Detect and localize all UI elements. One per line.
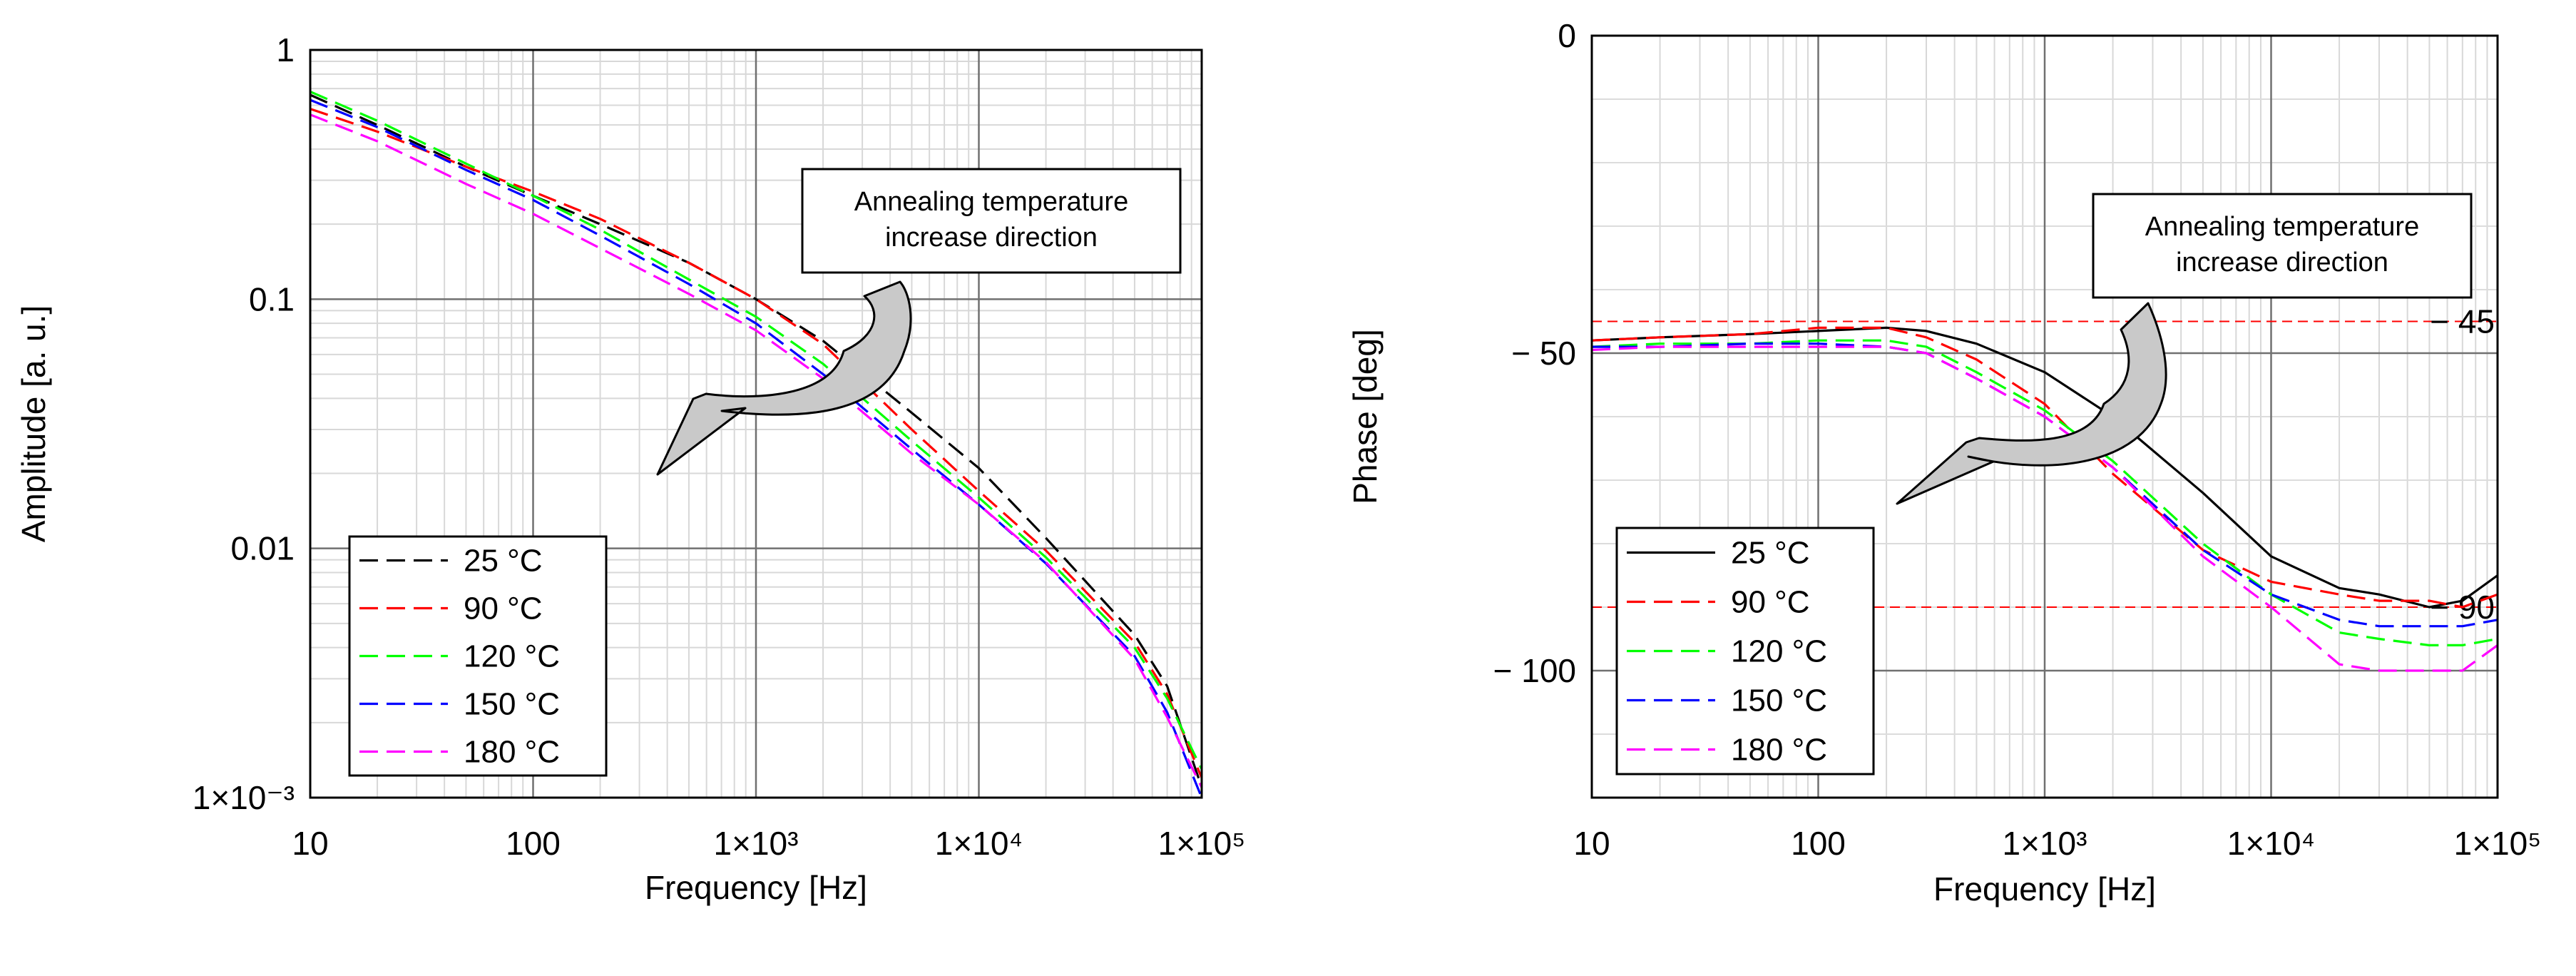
y-tick-label: 0.01 bbox=[230, 530, 295, 567]
annotation-line-1: Annealing temperature bbox=[854, 187, 1128, 217]
x-tick-label: 1×10⁴ bbox=[2227, 825, 2315, 862]
y-axis-label: Amplitude [a. u.] bbox=[15, 305, 52, 542]
legend: 25 °C 90 °C 120 °C 150 °C 180 °C bbox=[348, 535, 608, 777]
x-tick-label: 1×10³ bbox=[714, 825, 799, 862]
series-line bbox=[310, 113, 1203, 788]
series-line bbox=[310, 93, 1203, 788]
legend-label: 90 °C bbox=[1731, 585, 1810, 620]
legend-label: 120 °C bbox=[1731, 634, 1827, 669]
legend-label: 150 °C bbox=[464, 687, 560, 722]
annotation-line-2: increase direction bbox=[2176, 248, 2388, 278]
legend-label: 150 °C bbox=[1731, 683, 1827, 718]
x-tick-label: 1×10⁵ bbox=[1158, 825, 1246, 862]
reference-line-label: − 45 bbox=[2430, 303, 2495, 340]
legend-label: 120 °C bbox=[464, 639, 560, 674]
y-tick-label: 0.1 bbox=[249, 280, 295, 317]
annotation-line-1: Annealing temperature bbox=[2145, 212, 2419, 242]
annotation-box bbox=[801, 168, 1182, 274]
x-tick-label: 1×10⁴ bbox=[935, 825, 1023, 862]
y-tick-label: − 50 bbox=[1511, 335, 1576, 372]
legend-label: 25 °C bbox=[1731, 536, 1810, 571]
series-line bbox=[1591, 345, 2498, 672]
series-line bbox=[310, 98, 1203, 798]
x-tick-label: 10 bbox=[292, 825, 328, 862]
series-line bbox=[310, 108, 1203, 778]
y-tick-label: 1 bbox=[276, 31, 295, 68]
x-tick-label: 100 bbox=[506, 825, 561, 862]
y-tick-label: − 100 bbox=[1493, 652, 1576, 689]
x-axis-label: Frequency [Hz] bbox=[645, 869, 867, 906]
axes-frame bbox=[309, 49, 1203, 799]
y-axis-label: Phase [deg] bbox=[1346, 329, 1384, 504]
legend-label: 90 °C bbox=[464, 591, 543, 626]
amplitude-chart: 10 100 1×10³ 1×10⁴ 1×10⁵ 1 0.1 0.01 1×10⁻³ Freque… bbox=[15, 31, 1245, 906]
series-line bbox=[310, 91, 1203, 770]
annotation-line-2: increase direction bbox=[885, 223, 1098, 253]
legend-label: 180 °C bbox=[464, 735, 560, 770]
x-tick-label: 1×10⁵ bbox=[2454, 825, 2542, 862]
annotation-box bbox=[2092, 193, 2473, 299]
y-tick-label: 0 bbox=[1558, 17, 1576, 54]
axes-frame bbox=[1590, 34, 2499, 799]
direction-arrow bbox=[656, 280, 912, 476]
direction-arrow bbox=[1896, 302, 2167, 505]
x-tick-label: 1×10³ bbox=[2003, 825, 2087, 862]
legend-label: 25 °C bbox=[464, 544, 543, 579]
legend: 25 °C 90 °C 120 °C 150 °C 180 °C bbox=[1615, 527, 1875, 776]
x-axis-label: Frequency [Hz] bbox=[1933, 870, 2156, 908]
x-tick-label: 10 bbox=[1573, 825, 1610, 862]
y-tick-label: 1×10⁻³ bbox=[193, 779, 295, 816]
legend-label: 180 °C bbox=[1731, 733, 1827, 768]
x-tick-label: 100 bbox=[1791, 825, 1846, 862]
series-line bbox=[1591, 339, 2498, 647]
series-line bbox=[1592, 342, 2498, 628]
